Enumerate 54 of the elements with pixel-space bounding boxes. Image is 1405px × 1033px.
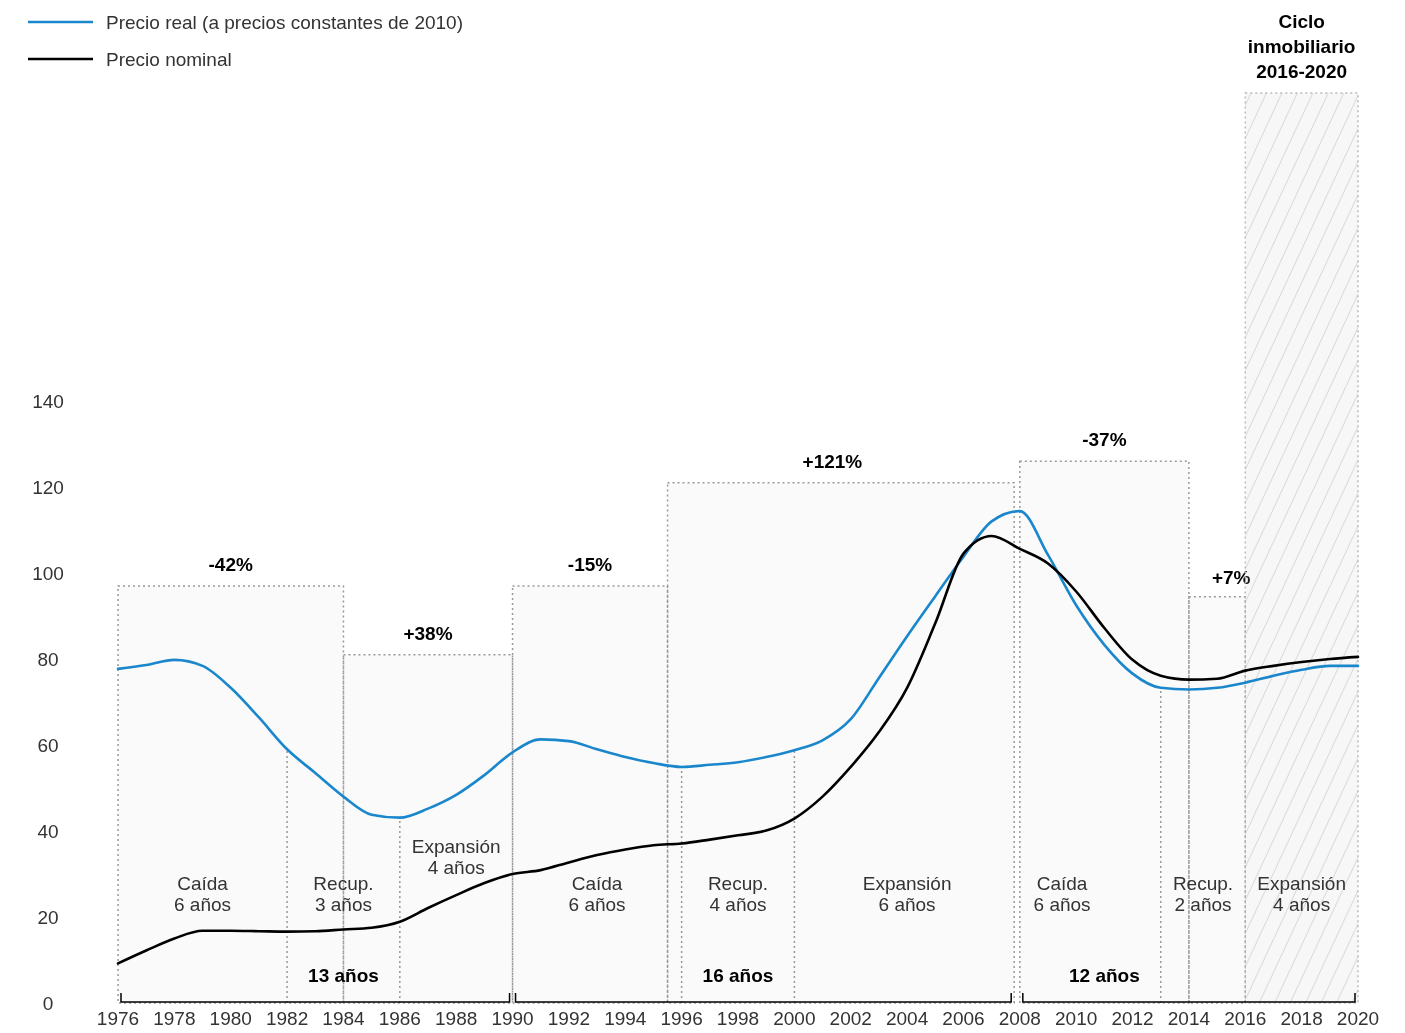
x-tick-label: 1984 <box>322 1008 366 1029</box>
x-tick-label: 2000 <box>773 1008 816 1029</box>
x-tick-label: 2014 <box>1167 1008 1211 1029</box>
x-tick-label: 2006 <box>942 1008 985 1029</box>
annotation: Caída 6 años <box>1033 872 1091 915</box>
x-tick-label: 1980 <box>209 1008 252 1029</box>
x-tick-label: 2016 <box>1224 1008 1267 1029</box>
y-tick-label: 0 <box>42 992 54 1014</box>
x-tick-label: 2018 <box>1280 1008 1323 1029</box>
y-tick-label: 60 <box>37 734 59 756</box>
annotation: 16 años <box>702 964 774 986</box>
annotation: Recup. 2 años <box>1172 872 1234 915</box>
band-label: +38% <box>403 622 453 644</box>
annotation: Recup. 3 años <box>313 872 374 915</box>
x-tick-label: 2010 <box>1055 1008 1098 1029</box>
y-tick-label: 100 <box>32 562 64 584</box>
x-tick-label: 1992 <box>547 1008 591 1029</box>
annotation: Expansión 4 años <box>411 835 501 878</box>
annotation: Expansión 6 años <box>862 872 952 915</box>
y-tick-label: 140 <box>32 390 64 412</box>
line-series <box>116 509 1360 819</box>
x-tick-label: 2002 <box>829 1008 872 1029</box>
x-tick-label: 1996 <box>660 1008 703 1029</box>
annotation: Recup. 4 años <box>707 872 769 915</box>
x-tick-label: 2004 <box>885 1008 929 1029</box>
band-label: -15% <box>567 553 613 575</box>
line-series <box>116 534 1360 965</box>
legend-label: Precio real (a precios constantes de 2010) <box>106 11 463 33</box>
band-label: Ciclo inmobiliario 2016-2020 <box>1247 11 1356 82</box>
x-tick-label: 1978 <box>153 1008 196 1029</box>
band-label: +7% <box>1211 566 1251 588</box>
band-label: +121% <box>802 450 863 472</box>
legend-label: Precio nominal <box>106 48 232 70</box>
band-label: -37% <box>1082 429 1127 451</box>
x-tick-label: 2012 <box>1111 1008 1154 1029</box>
y-tick-label: 80 <box>37 648 59 670</box>
x-tick-label: 1990 <box>491 1008 534 1029</box>
x-tick-label: 2020 <box>1336 1008 1380 1029</box>
annotation: Caída 6 años <box>568 872 626 915</box>
x-tick-label: 1988 <box>435 1008 478 1029</box>
annotation: 13 años <box>308 964 379 986</box>
annotation: Expansión 4 años <box>1257 872 1346 915</box>
x-tick-label: 1982 <box>265 1008 309 1029</box>
x-tick-label: 1994 <box>604 1008 647 1029</box>
y-tick-label: 120 <box>32 476 64 498</box>
band-label: -42% <box>208 553 254 575</box>
x-tick-label: 1986 <box>378 1008 421 1029</box>
x-tick-label: 2008 <box>998 1008 1041 1029</box>
annotation: Caída 6 años <box>174 872 232 915</box>
annotation: 12 años <box>1068 964 1140 986</box>
y-tick-label: 40 <box>37 820 59 842</box>
x-tick-label: 1976 <box>96 1008 140 1029</box>
x-tick-label: 1998 <box>716 1008 760 1029</box>
y-tick-label: 20 <box>37 906 59 928</box>
